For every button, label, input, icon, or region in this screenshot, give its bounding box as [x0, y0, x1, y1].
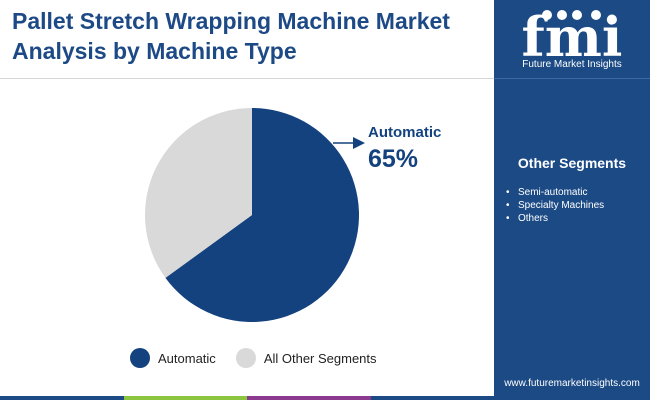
logo-text: fmi [522, 5, 623, 69]
legend-swatch-other [235, 348, 256, 368]
logo-dot-icon [557, 10, 567, 20]
pie-slice-automatic [165, 108, 360, 322]
chart-legend: Automatic All Other Segments [130, 346, 397, 370]
other-segment-item: Semi-automatic [504, 186, 604, 199]
logo-caption: Future Market Insights [522, 59, 622, 70]
sidebar: fmi Future Market Insights Other Segment… [494, 0, 650, 400]
header-divider [0, 78, 494, 79]
other-segment-item: Specialty Machines [504, 199, 604, 212]
bottom-bar-segment [123, 396, 247, 400]
website-link[interactable]: www.futuremarketinsights.com [504, 378, 640, 389]
other-segment-item: Others [504, 212, 604, 225]
legend-item-other: All Other Segments [235, 348, 377, 368]
bottom-bar-segment [370, 396, 494, 400]
chart-title: Pallet Stretch Wrapping Machine Market A… [12, 6, 492, 66]
pie-chart: Automatic 65% [145, 108, 441, 322]
legend-item-automatic: Automatic [130, 348, 216, 368]
legend-swatch-automatic [130, 348, 150, 368]
legend-label-automatic: Automatic [158, 350, 216, 366]
logo-dot-icon [542, 10, 552, 20]
annotation-label: Automatic [368, 124, 441, 141]
logo-dot-icon [572, 10, 582, 20]
bottom-color-bar [0, 396, 494, 400]
bottom-bar-segment [247, 396, 371, 400]
chart-title-line-2: Analysis by Machine Type [12, 38, 297, 64]
other-segments-title: Other Segments [517, 155, 627, 171]
fmi-logo: fmi [522, 5, 623, 69]
pie-slice-all-other-segments [145, 108, 252, 278]
other-segments-list: Semi-automatic Specialty Machines Others [504, 186, 604, 225]
logo-dot-icon [591, 10, 601, 20]
sidebar-divider [494, 78, 650, 79]
bottom-bar-segment [0, 396, 124, 400]
legend-label-other: All Other Segments [263, 350, 377, 366]
annotation-value: 65% [368, 145, 418, 173]
chart-title-line-1: Pallet Stretch Wrapping Machine Market [12, 8, 450, 34]
